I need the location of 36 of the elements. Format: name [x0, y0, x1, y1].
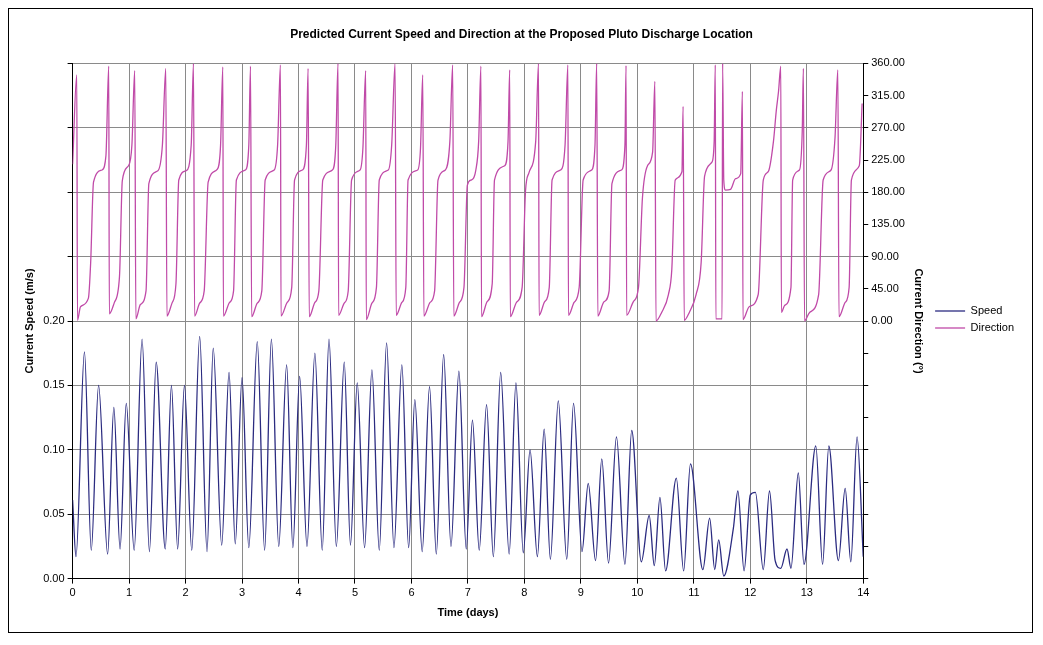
x-tick-label: 8	[521, 586, 528, 599]
x-tick-label: 2	[182, 586, 189, 599]
y-tick-label: 0.05	[43, 507, 65, 520]
x-tick-label: 9	[577, 586, 584, 599]
x-tick-label: 12	[744, 586, 757, 599]
y-tick-label: 0.00	[43, 571, 65, 584]
y2-tick-label: 180.00	[871, 185, 905, 198]
y-axis-title: Current Speed (m/s)	[22, 268, 35, 374]
y2-tick-label: 360.00	[871, 56, 905, 69]
x-tick-label: 4	[295, 586, 302, 599]
y-tick-label: 0.15	[43, 378, 65, 391]
legend-label: Direction	[970, 321, 1014, 334]
y2-tick-label: 0.00	[871, 314, 893, 327]
legend-label: Speed	[970, 304, 1003, 317]
x-tick-label: 5	[351, 586, 359, 599]
x-tick-label: 10	[631, 586, 644, 599]
x-tick-label: 1	[126, 586, 133, 599]
x-tick-label: 6	[408, 586, 415, 599]
x-axis-title: Time (days)	[437, 606, 499, 619]
x-tick-label: 11	[688, 586, 700, 599]
y-tick-label: 0.10	[43, 442, 65, 455]
y2-tick-label: 270.00	[871, 120, 905, 133]
y2-tick-label: 225.00	[871, 153, 905, 166]
x-tick-label: 0	[69, 586, 76, 599]
y2-tick-label: 135.00	[871, 217, 905, 230]
x-tick-label: 14	[857, 586, 870, 599]
y-tick-label: 0.20	[43, 314, 65, 327]
x-tick-label: 7	[464, 586, 471, 599]
line-series	[72, 63, 863, 322]
chart-title: Predicted Current Speed and Direction at the Proposed Pluto Discharge Location	[290, 26, 753, 41]
x-tick-label: 3	[238, 586, 246, 599]
y2-axis-title: Current Direction (°)	[913, 268, 926, 374]
x-tick-label: 13	[800, 586, 813, 599]
y2-tick-label: 45.00	[871, 281, 899, 294]
y2-tick-label: 90.00	[871, 249, 899, 262]
y2-tick-label: 315.00	[871, 88, 905, 101]
